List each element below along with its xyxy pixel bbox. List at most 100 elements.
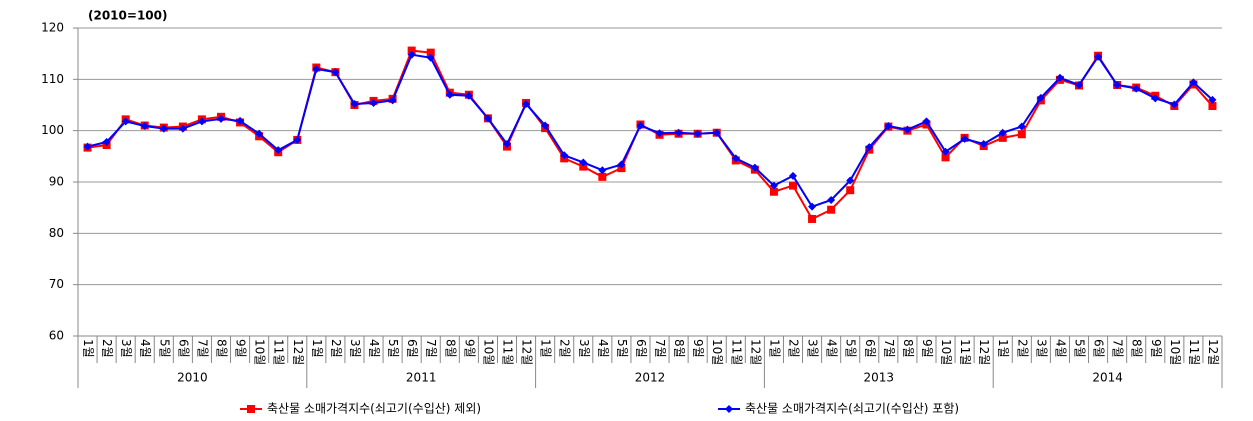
x-tick-label: 11월 (501, 339, 515, 365)
point (197, 117, 206, 126)
point (598, 172, 607, 181)
x-tick-label: 9월 (462, 339, 476, 358)
x-tick-label: 2월 (1015, 339, 1029, 358)
point (789, 181, 797, 190)
point (255, 129, 264, 138)
legend-label: 축산물 소매가격지수(쇠고기(수입산) 제외) (267, 402, 481, 416)
point (998, 133, 1007, 142)
group-label: 2011 (406, 371, 437, 385)
x-tick-label: 11월 (272, 339, 286, 365)
x-tick-label: 9월 (920, 339, 934, 358)
point (998, 128, 1007, 137)
point (922, 117, 931, 126)
point (426, 53, 435, 62)
point (1017, 122, 1026, 131)
point (1094, 52, 1103, 61)
point (941, 147, 950, 156)
point (312, 65, 321, 74)
x-tick-label: 9월 (1149, 339, 1163, 358)
x-tick-label: 12월 (748, 339, 762, 365)
point (1017, 130, 1026, 139)
point (827, 205, 836, 214)
x-tick-label: 3월 (577, 339, 591, 358)
point (350, 99, 359, 108)
point (522, 99, 531, 108)
x-tick-label: 12월 (520, 339, 534, 365)
annotation: (2010=100) (88, 9, 167, 23)
x-tick-label: 2월 (329, 339, 343, 358)
point (750, 163, 759, 172)
point (712, 128, 721, 137)
point (617, 160, 626, 169)
x-tick-label: 10월 (939, 339, 953, 365)
point (445, 90, 454, 99)
x-tick-label: 5월 (386, 339, 400, 358)
x-tick-label: 7월 (653, 339, 667, 358)
point (789, 171, 797, 180)
y-tick-label: 80 (49, 226, 64, 240)
x-tick-label: 3월 (348, 339, 362, 358)
x-tick-label: 3월 (119, 339, 133, 358)
point (83, 142, 92, 151)
point (1132, 84, 1141, 93)
x-tick-label: 9월 (691, 339, 705, 358)
x-tick-label: 4월 (825, 339, 839, 358)
x-tick-label: 6월 (634, 339, 648, 358)
x-tick-label: 1월 (81, 339, 95, 358)
x-tick-label: 7월 (424, 339, 438, 358)
group-label: 2012 (635, 371, 666, 385)
point (769, 181, 778, 190)
x-tick-label: 5월 (157, 339, 171, 358)
point (827, 195, 836, 204)
point (1189, 78, 1198, 87)
group-label: 2010 (177, 371, 208, 385)
point (979, 140, 988, 149)
point (960, 134, 969, 143)
x-tick-label: 3월 (806, 339, 820, 358)
x-tick-label: 9월 (234, 339, 248, 358)
point (808, 202, 817, 211)
x-tick-label: 10월 (481, 339, 495, 365)
x-tick-label: 6월 (863, 339, 877, 358)
point (541, 121, 550, 130)
legend-marker (247, 405, 255, 413)
y-tick-label: 90 (49, 175, 64, 189)
x-tick-label: 11월 (729, 339, 743, 365)
x-tick-label: 12월 (1206, 339, 1220, 365)
point (407, 50, 416, 59)
point (178, 124, 187, 133)
point (674, 128, 683, 137)
point (274, 146, 283, 155)
point (636, 121, 645, 130)
point (407, 46, 416, 55)
point (159, 124, 168, 133)
y-tick-label: 110 (41, 72, 64, 86)
point (731, 154, 740, 163)
point (331, 68, 340, 77)
x-tick-label: 7월 (1111, 339, 1125, 358)
point (579, 158, 588, 167)
x-tick-label: 1월 (996, 339, 1010, 358)
x-tick-label: 2월 (100, 339, 114, 358)
point (1170, 100, 1179, 109)
point (1208, 102, 1217, 111)
point (121, 117, 130, 126)
x-tick-label: 4월 (367, 339, 381, 358)
x-tick-label: 10월 (710, 339, 724, 365)
x-tick-label: 2월 (558, 339, 572, 358)
point (598, 166, 607, 175)
point (293, 135, 302, 144)
point (1113, 80, 1122, 89)
x-tick-label: 8월 (215, 339, 229, 358)
point (808, 214, 817, 223)
point (217, 114, 225, 123)
point (865, 143, 874, 152)
point (140, 122, 149, 131)
point (846, 176, 855, 185)
point (1036, 93, 1045, 102)
point (560, 151, 569, 160)
y-tick-label: 60 (49, 329, 64, 343)
x-tick-label: 4월 (596, 339, 610, 358)
x-tick-label: 8월 (672, 339, 686, 358)
x-tick-label: 7월 (882, 339, 896, 358)
